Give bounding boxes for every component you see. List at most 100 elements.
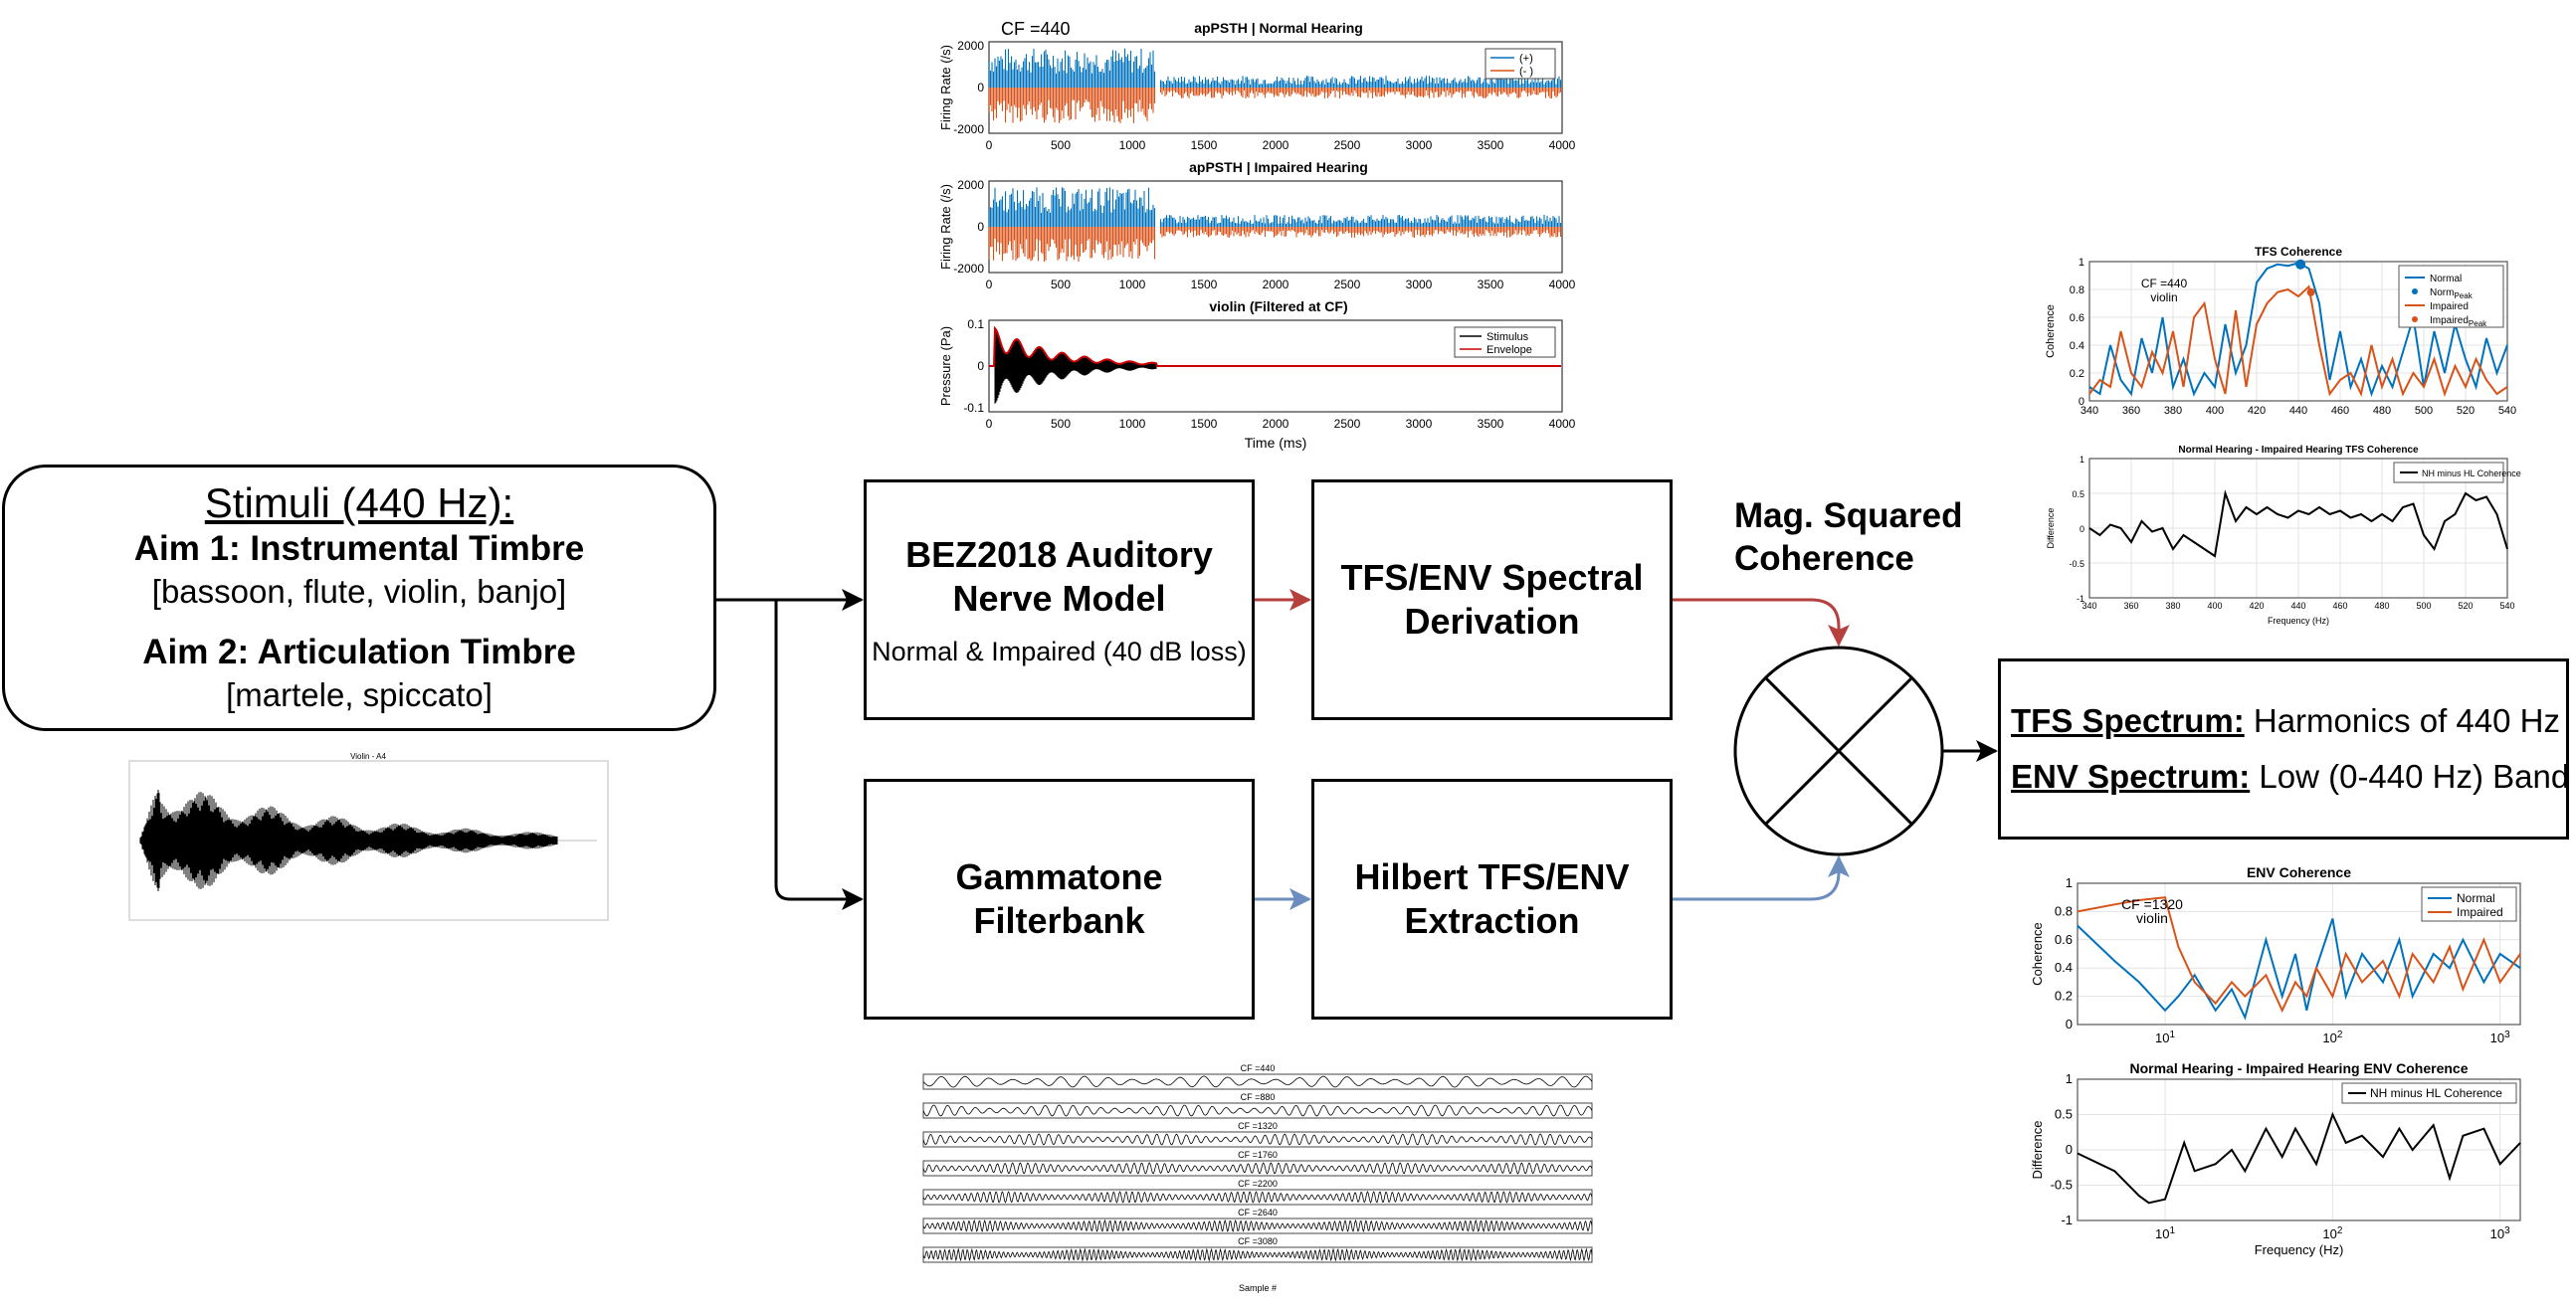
coherence-label: Mag. Squared Coherence: [1734, 494, 1962, 580]
chart-frame: [2077, 1078, 2521, 1221]
chart-annotation-instrument: violin: [2150, 290, 2177, 304]
psth-ylabel-3: Pressure (Pa): [938, 326, 953, 406]
spectrum-box: TFS Spectrum: Harmonics of 440 Hz ENV Sp…: [1998, 658, 2569, 840]
chart-xtick-label: 420: [2248, 405, 2266, 417]
chart-legend: [2421, 886, 2517, 922]
chart-legend: [2393, 462, 2504, 483]
chart-xtick-label: 101: [2155, 1029, 2175, 1045]
chart-title: Normal Hearing - Impaired Hearing ENV Co…: [2130, 1060, 2469, 1076]
psth-xtick-label: 0: [986, 138, 993, 152]
psth-xtick-label: 2500: [1334, 417, 1361, 431]
legend-label: Impaired: [2457, 905, 2503, 919]
psth-positive-trace: [988, 48, 1562, 88]
psth-xlabel: Time (ms): [1245, 435, 1306, 451]
chart-annotation-instrument: violin: [2136, 910, 2168, 926]
arrow-stimuli-to-gammatone: [774, 600, 864, 910]
legend-label: Normal: [2457, 891, 2495, 905]
psth-xtick-label: 2500: [1334, 138, 1361, 152]
aim1-list: [bassoon, flute, violin, banjo]: [151, 573, 567, 610]
filterbank-panel: [922, 1102, 1593, 1119]
chart-frame: [2088, 458, 2508, 599]
chart-xtick-label: 540: [2499, 601, 2514, 611]
chart-xtick-label: 102: [2322, 1029, 2342, 1045]
psth-xtick-label: 2000: [1263, 278, 1289, 291]
psth-xtick-label: 4000: [1549, 278, 1576, 291]
bez-line2: Nerve Model: [952, 577, 1166, 619]
psth-panel2-title: apPSTH | Impaired Hearing: [1189, 159, 1368, 175]
chart-xtick-label: 520: [2458, 601, 2473, 611]
chart-series-impaired: [2088, 284, 2508, 398]
chart-xtick-label: 380: [2165, 601, 2180, 611]
chart-xtick-label: 440: [2289, 405, 2307, 417]
legend-label: NormPeak: [2430, 287, 2474, 300]
psth-xtick-label: 1500: [1191, 417, 1218, 431]
psth-xtick-label: 2000: [1263, 417, 1289, 431]
legend-label: ImpairedPeak: [2430, 315, 2487, 328]
chart-ytick-label: 1: [2080, 455, 2084, 465]
chart-peak-normal: [2295, 259, 2306, 270]
legend-swatch: [2412, 316, 2418, 322]
tfs-spectrum-label: TFS Spectrum:: [2011, 702, 2245, 739]
psth-xtick-label: 2500: [1334, 278, 1361, 291]
psth-ytick-label: 0: [977, 359, 984, 373]
psth-ytick-label: 2000: [957, 39, 984, 53]
psth-xtick-label: 1500: [1191, 278, 1218, 291]
chart-ytick-label: 0.4: [2055, 960, 2073, 975]
psth-ytick-label: -2000: [953, 262, 984, 276]
filterbank-xlabel: Sample #: [1239, 1283, 1277, 1293]
psth-xtick-label: 1000: [1119, 417, 1146, 431]
chart-peak-impaired: [2306, 287, 2315, 296]
gamma-line2: Filterbank: [973, 900, 1145, 941]
chart-xtick-label: 540: [2498, 405, 2516, 417]
chart-title: TFS Coherence: [2255, 245, 2342, 259]
filterbank-cf-label: CF =880: [1241, 1092, 1276, 1102]
filterbank-trace: [922, 1218, 1593, 1233]
chart-xtick-label: 102: [2322, 1225, 2342, 1241]
psth-positive-trace: [988, 187, 1562, 227]
chart-xtick-label: 480: [2374, 601, 2389, 611]
chart-xtick-label: 340: [2081, 405, 2098, 417]
filterbank-trace: [922, 1247, 1593, 1262]
chart-xtick-label: 400: [2207, 601, 2222, 611]
legend-plus: (+): [1519, 53, 1533, 65]
stimulus-trace: [994, 328, 1157, 404]
chart-xtick-label: 500: [2416, 601, 2431, 611]
chart-series-nh-minus-hl-coherence: [2088, 489, 2508, 558]
psth-xtick-label: 3000: [1406, 278, 1433, 291]
psth-xtick-label: 0: [986, 278, 993, 291]
chart-frame: [2077, 882, 2521, 1026]
legend-label: NH minus HL Coherence: [2370, 1086, 2502, 1100]
gamma-line1: Gammatone: [955, 856, 1163, 897]
env-spectrum-label: ENV Spectrum:: [2011, 758, 2251, 795]
psth-panel3-title: violin (Filtered at CF): [1209, 298, 1347, 314]
waveform-title: Violin - A4: [350, 752, 386, 761]
psth-xtick-label: 500: [1051, 417, 1071, 431]
tfs-line1: TFS/ENV Spectral: [1340, 557, 1644, 598]
chart-ytick-label: 0.6: [2055, 932, 2073, 947]
legend-minus: (- ): [1519, 66, 1533, 78]
chart-xtick-label: 101: [2155, 1225, 2175, 1241]
legend-envelope: Envelope: [1486, 344, 1532, 356]
filterbank-panel: [922, 1246, 1593, 1263]
chart-xtick-label: 480: [2373, 405, 2391, 417]
psth-negative-trace: [988, 88, 1562, 123]
psth-panel1-title: apPSTH | Normal Hearing: [1194, 20, 1363, 36]
chart-ylabel: Coherence: [2030, 922, 2045, 986]
violin-waveform-trace: [139, 789, 558, 892]
chart-xtick-label: 360: [2122, 405, 2140, 417]
psth-xtick-label: 500: [1051, 138, 1071, 152]
chart-xtick-label: 103: [2490, 1029, 2510, 1045]
chart-ytick-label: 0.2: [2070, 368, 2084, 380]
legend-label: Impaired: [2430, 301, 2469, 312]
filterbank-panel: [922, 1073, 1593, 1090]
filterbank-figure: Sample # CF =440 CF =880 CF =1320 CF =1760 C…: [922, 1063, 1593, 1293]
psth-ytick-label: 0: [977, 220, 984, 234]
psth-figure: CF =440 apPSTH | Normal Hearing apPSTH |…: [938, 19, 1576, 451]
psth-xtick-label: 3000: [1406, 138, 1433, 152]
chart-ytick-label: 0.8: [2070, 284, 2084, 296]
tfs-spectrum-value: Harmonics of 440 Hz: [2253, 702, 2560, 739]
filterbank-cf-label: CF =440: [1241, 1063, 1276, 1073]
chart-xtick-label: 420: [2249, 601, 2264, 611]
psth-xtick-label: 500: [1051, 278, 1071, 291]
